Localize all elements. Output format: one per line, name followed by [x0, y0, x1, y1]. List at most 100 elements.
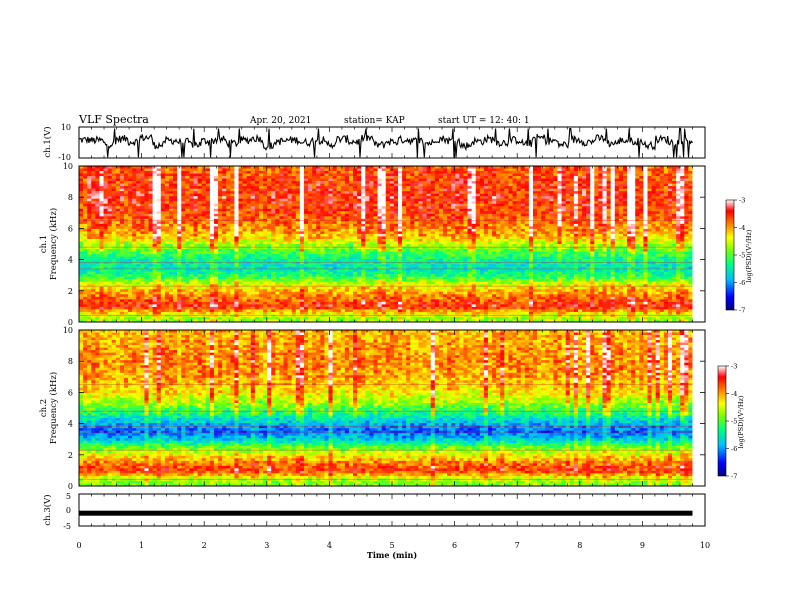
spectrogram-cell: [549, 228, 554, 232]
spectrogram-cell: [545, 196, 550, 200]
spectrogram-cell: [197, 233, 202, 237]
spectrogram-cell: [164, 223, 170, 227]
spectrogram-cell: [516, 191, 522, 194]
spectrogram-cell: [263, 176, 268, 179]
spectrogram-cell: [177, 231, 182, 235]
spectrogram-cell: [295, 178, 301, 182]
spectrogram-cell: [193, 181, 198, 184]
spectrogram-cell: [463, 233, 468, 237]
spectrogram-cell: [185, 168, 190, 172]
spectrogram-cell: [475, 238, 481, 242]
spectrogram-cell: [500, 216, 505, 220]
spectrogram-cell: [320, 183, 325, 187]
spectrogram-cell: [226, 166, 231, 169]
spectrogram-cell: [324, 226, 329, 230]
spectrogram-cell: [422, 183, 427, 187]
spectrogram-cell: [385, 236, 391, 240]
spectrogram-cell: [606, 216, 611, 220]
spectrogram-cell: [680, 221, 685, 225]
spectrogram-cell: [185, 233, 190, 237]
spectrogram-cell: [185, 203, 190, 207]
spectrogram-cell: [569, 193, 575, 197]
spectrogram-cell: [303, 231, 309, 235]
spectrogram-cell: [263, 193, 268, 197]
spectrogram-cell: [508, 181, 513, 184]
spectrogram-cell: [500, 173, 505, 177]
spectrogram-cell: [308, 241, 313, 245]
spectrogram-cell: [459, 206, 464, 210]
spectrogram-cell: [246, 173, 252, 177]
spectrogram-cell: [279, 201, 284, 205]
spectrogram-cell: [520, 236, 526, 240]
spectrogram-cell: [479, 171, 485, 174]
spectrogram-cell: [348, 181, 354, 184]
spectrogram-cell: [618, 188, 624, 192]
spectrogram-cell: [119, 244, 125, 247]
spectrogram-cell: [475, 208, 481, 212]
spectrogram-cell: [222, 186, 227, 189]
spectrogram-cell: [357, 216, 362, 220]
spectrogram-cell: [238, 213, 243, 217]
spectrogram-cell: [340, 198, 346, 202]
spectrogram-cell: [492, 196, 497, 200]
spectrogram-cell: [418, 176, 423, 179]
spectrogram-cell: [181, 244, 186, 247]
spectrogram-cell: [332, 223, 337, 227]
spectrogram-cell: [643, 166, 648, 169]
spectrogram-cell: [308, 173, 313, 177]
spectrogram-cell: [622, 238, 628, 242]
spectrogram-cell: [312, 188, 317, 192]
spectrogram-cell: [164, 206, 170, 210]
spectrogram-cell: [598, 176, 603, 179]
spectrogram-cell: [226, 171, 231, 174]
spectrogram-cell: [87, 241, 92, 245]
spectrogram-cell: [242, 173, 247, 177]
spectrogram-cell: [201, 186, 207, 189]
spectrogram-cell: [684, 221, 689, 225]
spectrogram-cell: [250, 218, 256, 222]
spectrogram-cell: [434, 236, 440, 240]
spectrogram-cell: [213, 244, 219, 247]
spectrogram-cell: [303, 188, 309, 192]
spectrogram-cell: [471, 203, 477, 207]
spectrogram-cell: [340, 173, 346, 177]
spectrogram-cell: [344, 188, 350, 192]
spectrogram-cell: [426, 246, 432, 250]
spectrogram-cell: [197, 228, 202, 232]
spectrogram-cell: [156, 191, 162, 194]
spectrogram-cell: [373, 166, 378, 169]
spectrogram-cell: [156, 211, 162, 215]
spectrogram-cell: [516, 181, 522, 184]
spectrogram-cell: [91, 213, 96, 217]
spectrogram-cell: [144, 183, 149, 187]
spectrogram-cell: [524, 181, 530, 184]
spectrogram-cell: [528, 211, 534, 215]
spectrogram-cell: [353, 188, 358, 192]
spectrogram-cell: [504, 203, 509, 207]
spectrogram-cell: [271, 236, 276, 240]
spectrogram-cell: [418, 171, 423, 174]
spectrogram-cell: [684, 188, 689, 192]
spectrogram-cell: [438, 186, 444, 189]
spectrogram-cell: [508, 216, 513, 220]
spectrogram-cell: [410, 203, 415, 207]
spectrogram-cell: [263, 201, 268, 205]
spectrogram-cell: [676, 193, 681, 197]
spectrogram-cell: [79, 188, 84, 192]
spectrogram-cell: [402, 188, 407, 192]
spectrogram-cell: [598, 213, 603, 217]
spectrogram-cell: [250, 231, 256, 235]
spectrogram-cell: [136, 198, 141, 202]
spectrogram-cell: [140, 186, 145, 189]
spectrogram-cell: [659, 236, 665, 240]
spectrogram-cell: [148, 233, 153, 237]
spectrogram-cell: [365, 193, 370, 197]
spectrogram-cell: [676, 236, 681, 240]
spectrogram-cell: [553, 168, 558, 172]
spectrogram-cell: [287, 206, 292, 210]
spectrogram-cell: [123, 223, 129, 227]
spectrogram-cell: [283, 206, 288, 210]
spectrogram-cell: [279, 241, 284, 245]
spectrogram-cell: [406, 203, 411, 207]
spectrogram-cell: [655, 238, 661, 242]
